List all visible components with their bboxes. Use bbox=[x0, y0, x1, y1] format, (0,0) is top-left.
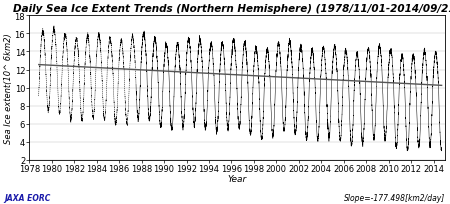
Y-axis label: Sea Ice extent(10^ 6km2): Sea Ice extent(10^ 6km2) bbox=[4, 33, 13, 143]
Title: Daily Sea Ice Extent Trends (Northern Hemisphere) (1978/11/01-2014/09/21): Daily Sea Ice Extent Trends (Northern He… bbox=[14, 4, 450, 14]
Text: JAXA EORC: JAXA EORC bbox=[4, 193, 51, 202]
X-axis label: Year: Year bbox=[227, 175, 247, 184]
Text: Slope=-177.498[km2/day]: Slope=-177.498[km2/day] bbox=[344, 193, 446, 202]
